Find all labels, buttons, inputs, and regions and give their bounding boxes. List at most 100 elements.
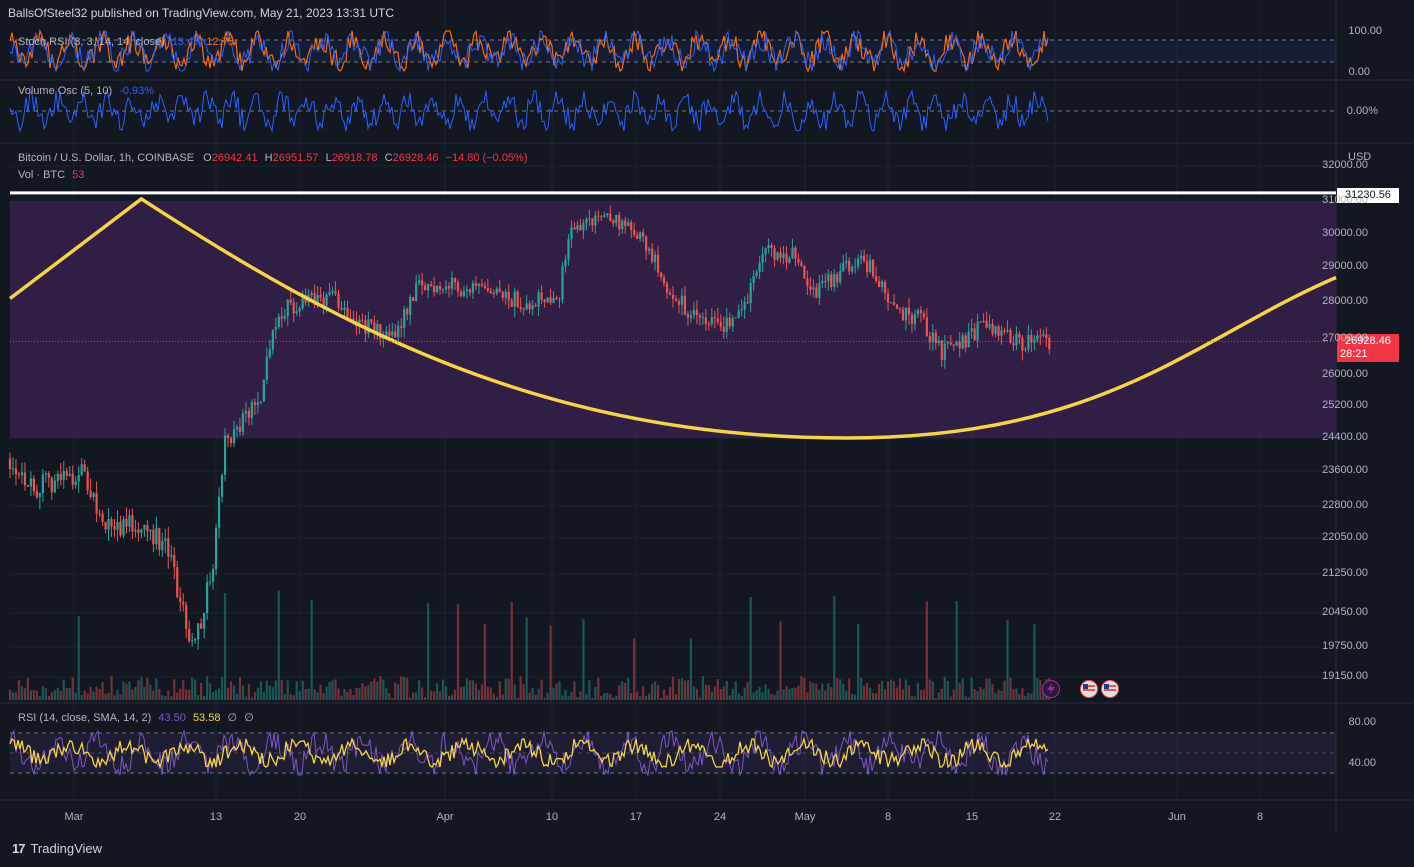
- candle-body: [1027, 334, 1030, 350]
- ohlc-h-value: 26951.57: [272, 152, 319, 164]
- candle-body: [415, 283, 418, 302]
- candle-body: [785, 253, 788, 263]
- candle-body: [886, 293, 890, 303]
- candle-body: [653, 254, 657, 262]
- candle-body: [367, 319, 370, 334]
- candle-body: [719, 321, 722, 327]
- volume-osc-legend[interactable]: Volume Osc (5, 10) -0.93%: [18, 85, 154, 97]
- volume-bar: [217, 688, 221, 700]
- candle-body: [316, 294, 319, 305]
- candle-body: [842, 262, 845, 272]
- candle-body: [418, 280, 421, 284]
- candle-body: [92, 493, 95, 498]
- candle-body: [812, 287, 815, 290]
- volume-bar: [432, 691, 436, 700]
- volume-bar: [53, 690, 56, 700]
- volume-bar: [68, 687, 71, 700]
- volume-legend[interactable]: Vol · BTC 53: [18, 169, 84, 181]
- volume-bar: [268, 685, 271, 700]
- volume-bar: [62, 679, 65, 700]
- volume-bar: [349, 689, 352, 700]
- tradingview-footer[interactable]: 17 TradingView: [12, 841, 102, 856]
- us-flag-event-icon[interactable]: [1080, 680, 1098, 698]
- volume-bar: [56, 687, 59, 700]
- candle-body: [683, 295, 687, 315]
- volume-bar: [546, 692, 549, 700]
- volume-bar: [621, 681, 624, 700]
- volume-bar: [827, 683, 830, 700]
- candle-body: [394, 331, 397, 338]
- candle-body: [11, 468, 15, 470]
- candle-body: [863, 255, 866, 262]
- candle-body: [707, 323, 710, 325]
- candle-body: [1030, 334, 1033, 343]
- candle-body: [821, 280, 824, 284]
- candle-body: [522, 309, 525, 311]
- volume-bar: [645, 695, 648, 700]
- cup-curve[interactable]: [8, 196, 1337, 440]
- volume-bar: [597, 677, 600, 700]
- time-axis-tick: 22: [1048, 811, 1062, 823]
- candle-body: [259, 401, 262, 403]
- volume-bar: [244, 696, 248, 700]
- volume-bar: [128, 681, 131, 700]
- volume-bar: [531, 687, 534, 700]
- candle-body: [256, 402, 259, 406]
- volume-bar: [480, 684, 483, 700]
- volume-bar: [1027, 692, 1030, 700]
- symbol-legend[interactable]: Bitcoin / U.S. Dollar, 1h, COINBASE O269…: [18, 152, 528, 164]
- candle-body: [949, 342, 952, 345]
- volume-bar: [394, 682, 397, 700]
- rsi-legend[interactable]: RSI (14, close, SMA, 14, 2) 43.50 53.58 …: [18, 711, 254, 724]
- candle-body: [62, 471, 65, 480]
- candle-body: [871, 259, 875, 276]
- volume-bar: [367, 684, 370, 700]
- candle-body: [214, 527, 218, 570]
- volume-bar: [229, 681, 233, 700]
- stoch-rsi-legend[interactable]: Stoch RSI (3, 3, 14, 14, close) 13.49 12…: [18, 36, 234, 48]
- volume-bar: [579, 691, 582, 700]
- candle-body: [958, 342, 961, 349]
- volume-bar: [310, 599, 313, 700]
- volume-bar: [161, 695, 164, 700]
- ohlc-o-label: O: [203, 152, 212, 164]
- volume-bar: [382, 679, 385, 700]
- volume-bar: [848, 678, 851, 700]
- volume-bar: [146, 677, 149, 700]
- candle-body: [29, 478, 33, 487]
- volume-bar: [1009, 677, 1012, 700]
- candle-body: [677, 301, 681, 305]
- volume-bar: [223, 593, 227, 700]
- volume-bar: [716, 679, 719, 700]
- candle-body: [782, 253, 785, 259]
- lightning-icon[interactable]: [1042, 680, 1060, 698]
- volume-bar: [967, 696, 970, 700]
- candle-body: [627, 222, 630, 226]
- candle-body: [925, 317, 928, 337]
- rsi-path: [9, 729, 1049, 777]
- resistance-price-tag-bg: [1337, 188, 1399, 203]
- us-flag-event-icon[interactable]: [1101, 680, 1119, 698]
- volume-bar: [211, 692, 215, 700]
- volume-bar: [916, 683, 919, 700]
- candle-body: [976, 321, 979, 341]
- stoch-axis-0: 0.00: [1348, 66, 1370, 78]
- candle-body: [848, 260, 851, 272]
- candle-body: [797, 258, 800, 263]
- candle-body: [755, 271, 758, 277]
- bar-countdown: 28:21: [1340, 348, 1368, 360]
- volume-bar: [880, 680, 884, 700]
- volume-bar: [845, 690, 848, 700]
- volume-bar: [95, 686, 98, 700]
- candle-body: [26, 485, 30, 487]
- volume-bar: [122, 681, 125, 700]
- candle-body: [704, 317, 707, 324]
- candle-body: [931, 332, 934, 342]
- volume-bar: [226, 688, 230, 700]
- volume-bar: [871, 693, 875, 700]
- volume-bar: [265, 680, 268, 700]
- time-axis-tick: 17: [629, 811, 643, 823]
- price-axis-tick: 24400.00: [1322, 431, 1368, 443]
- candle-body: [985, 320, 988, 328]
